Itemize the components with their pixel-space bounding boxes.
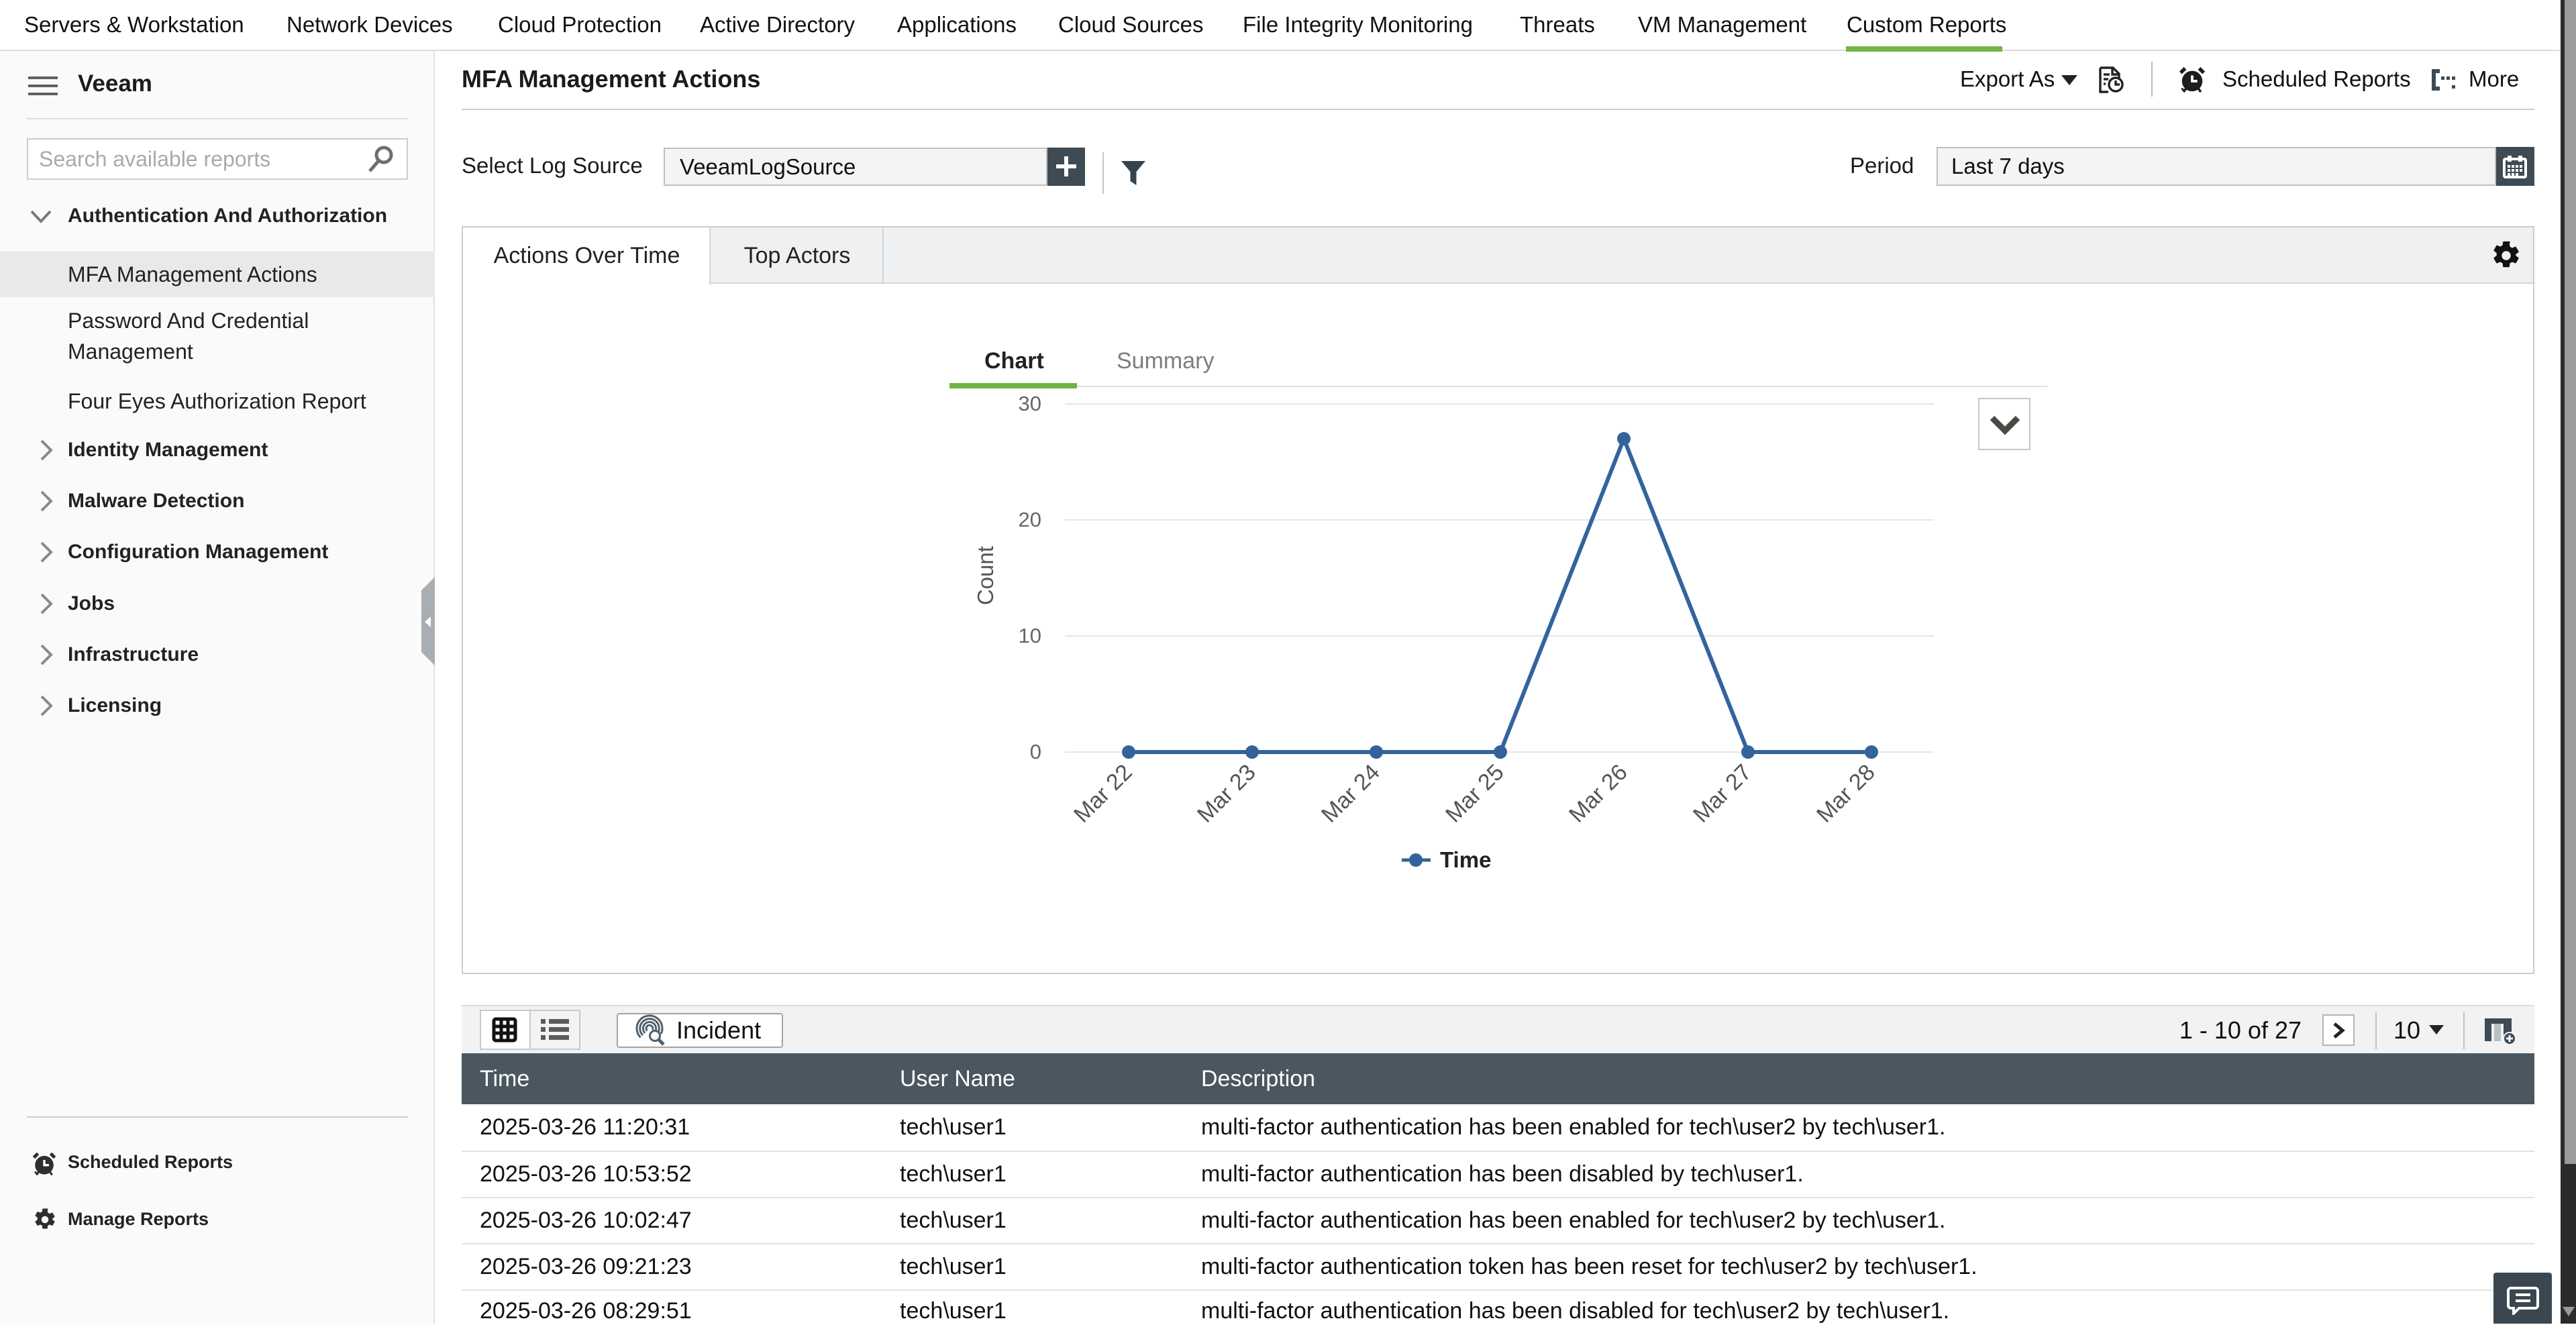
svg-text:Time: Time [1440,847,1491,872]
svg-text:Mar 26: Mar 26 [1564,759,1633,828]
svg-text:Mar 25: Mar 25 [1441,759,1509,828]
svg-text:Count: Count [973,546,998,605]
svg-text:Mar 28: Mar 28 [1812,759,1880,828]
svg-text:Mar 23: Mar 23 [1192,759,1261,828]
svg-text:20: 20 [1019,508,1041,531]
svg-text:Mar 24: Mar 24 [1317,759,1385,828]
svg-text:Mar 27: Mar 27 [1688,759,1757,828]
svg-text:30: 30 [1019,392,1041,415]
svg-text:0: 0 [1030,740,1041,763]
svg-text:10: 10 [1019,624,1041,647]
svg-text:Mar 22: Mar 22 [1069,759,1137,828]
